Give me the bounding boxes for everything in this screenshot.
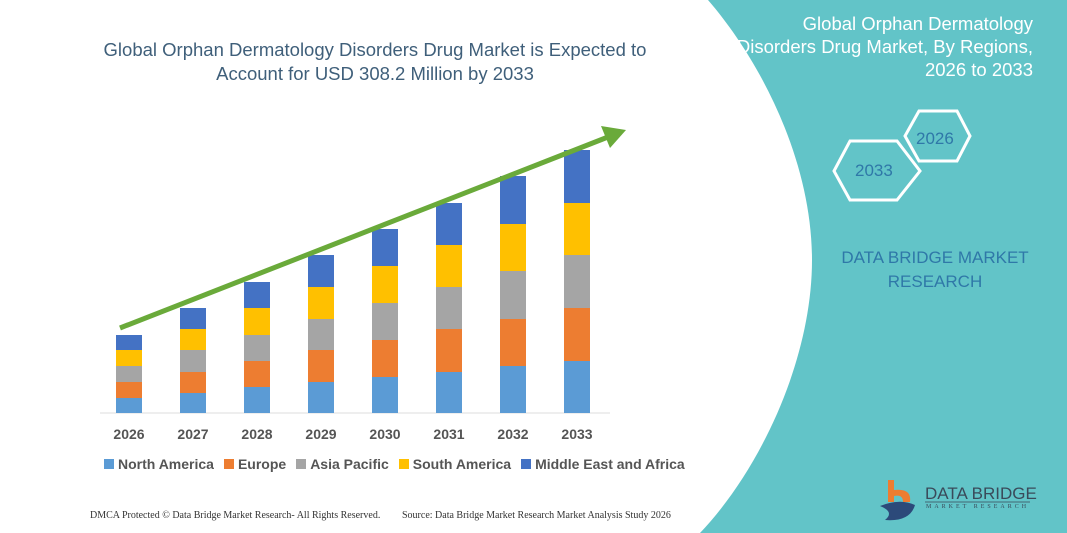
legend-label: Europe — [237, 456, 287, 472]
bar-segment-2026-europe — [116, 382, 142, 398]
bar-segment-2033-south-america — [564, 203, 590, 255]
x-tick-label: 2029 — [305, 426, 337, 442]
bar-segment-2028-asia-pacific — [244, 335, 270, 361]
bar-segment-2028-europe — [244, 361, 270, 387]
bar-segment-2028-north-america — [244, 387, 270, 413]
bar-segment-2027-south-america — [180, 329, 206, 350]
legend-label: Middle East and Africa — [535, 456, 685, 472]
legend: North America Europe Asia Pacific South … — [104, 456, 685, 472]
x-tick-label: 2030 — [369, 426, 401, 442]
footer-source: Source: Data Bridge Market Research Mark… — [402, 510, 671, 521]
legend-item-middle-east-africa: Middle East and Africa — [521, 456, 685, 472]
bar-segment-2029-asia-pacific — [308, 319, 334, 350]
bar-segment-2032-north-america — [500, 366, 526, 413]
bar-segment-2032-europe — [500, 319, 526, 366]
bar-segment-2033-middle-east-and-africa — [564, 150, 590, 203]
x-tick-label: 2027 — [177, 426, 209, 442]
bar-segment-2029-south-america — [308, 287, 334, 319]
bar-segment-2033-europe — [564, 308, 590, 361]
bar-segment-2029-europe — [308, 350, 334, 382]
legend-item-europe: Europe — [223, 456, 287, 472]
bar-segment-2031-south-america — [436, 245, 462, 287]
legend-label: Asia Pacific — [310, 456, 389, 472]
logo-subtitle: MARKET RESEARCH — [926, 504, 1030, 510]
bar-segment-2030-north-america — [372, 377, 398, 413]
bar-segment-2026-asia-pacific — [116, 366, 142, 382]
bar-segment-2026-middle-east-and-africa — [116, 335, 142, 350]
legend-swatch — [223, 459, 234, 469]
bar-segment-2031-asia-pacific — [436, 287, 462, 329]
bar-segment-2032-asia-pacific — [500, 271, 526, 319]
bar-segment-2027-north-america — [180, 393, 206, 413]
hexagon-2026 — [903, 109, 972, 163]
x-tick-label: 2033 — [561, 426, 593, 442]
hexagon-2033-label: 2033 — [855, 161, 893, 180]
bar-segment-2031-north-america — [436, 372, 462, 413]
bar-segment-2030-middle-east-and-africa — [372, 229, 398, 266]
brand-text: DATA BRIDGE MARKET RESEARCH — [841, 248, 1029, 291]
legend-swatch — [398, 459, 409, 469]
bar-segment-2032-south-america — [500, 224, 526, 271]
bar-segment-2031-middle-east-and-africa — [436, 203, 462, 245]
bar-segment-2030-south-america — [372, 266, 398, 303]
bar-segment-2027-middle-east-and-africa — [180, 308, 206, 329]
legend-item-asia-pacific: Asia Pacific — [296, 456, 389, 472]
side-panel-title: Global Orphan Dermatology Disorders Drug… — [736, 13, 1033, 80]
bar-segment-2026-south-america — [116, 350, 142, 366]
x-tick-label: 2028 — [241, 426, 273, 442]
trend-arrow — [119, 134, 609, 331]
logo-icon — [880, 480, 915, 521]
bar-segment-2033-north-america — [564, 361, 590, 413]
footer-copyright: DMCA Protected © Data Bridge Market Rese… — [90, 510, 381, 521]
bar-segment-2027-asia-pacific — [180, 350, 206, 372]
bar-segment-2031-europe — [436, 329, 462, 372]
legend-swatch — [521, 459, 532, 469]
bar-segment-2032-middle-east-and-africa — [500, 176, 526, 224]
bar-segment-2026-north-america — [116, 398, 142, 413]
bar-segment-2030-europe — [372, 340, 398, 377]
hexagon-2033 — [832, 139, 922, 202]
legend-item-north-america: North America — [104, 456, 214, 472]
bar-segment-2029-north-america — [308, 382, 334, 413]
legend-label: South America — [412, 456, 512, 472]
legend-swatch — [296, 459, 307, 469]
x-tick-label: 2032 — [497, 426, 529, 442]
side-panel-background — [700, 0, 1067, 533]
x-tick-label: 2026 — [113, 426, 145, 442]
hexagon-2026-label: 2026 — [916, 129, 954, 148]
bar-segment-2027-europe — [180, 372, 206, 393]
chart-title: Global Orphan Dermatology Disorders Drug… — [103, 39, 647, 84]
legend-swatch — [104, 459, 114, 469]
bar-segment-2028-middle-east-and-africa — [244, 282, 270, 308]
legend-item-south-america: South America — [398, 456, 512, 472]
trend-arrow-head — [601, 126, 626, 148]
logo-name: DATA BRIDGE — [925, 484, 1037, 503]
bar-segment-2030-asia-pacific — [372, 303, 398, 340]
bar-segment-2033-asia-pacific — [564, 255, 590, 308]
bar-segment-2028-south-america — [244, 308, 270, 335]
legend-label: North America — [118, 456, 214, 472]
bar-segment-2029-middle-east-and-africa — [308, 255, 334, 287]
x-tick-label: 2031 — [433, 426, 465, 442]
